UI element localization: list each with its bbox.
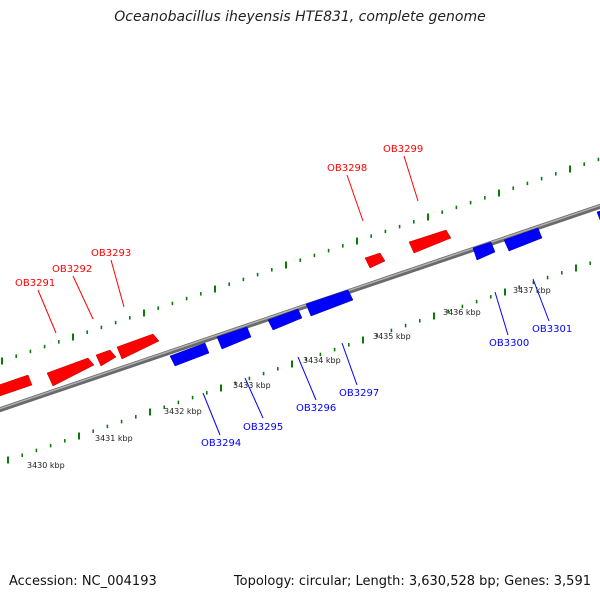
leader-line — [297, 356, 317, 401]
gene-label[interactable]: OB3301 — [532, 324, 572, 335]
leader-line — [532, 278, 550, 322]
gene-label[interactable]: OB3299 — [383, 144, 423, 155]
gene-label[interactable]: OB3300 — [489, 338, 529, 349]
leader-line — [110, 259, 125, 308]
gene-arrow-reverse[interactable] — [305, 289, 354, 317]
forward-genes — [0, 229, 452, 398]
leader-line — [202, 392, 221, 436]
gene-arrow-reverse[interactable] — [596, 209, 600, 221]
forward-leader-lines — [37, 155, 419, 334]
kbp-labels: 3430 kbp 3431 kbp 3432 kbp 3433 kbp 3434… — [27, 286, 551, 470]
gene-arrow-reverse[interactable] — [267, 308, 303, 331]
gene-arrow-reverse[interactable] — [472, 241, 496, 261]
upper-tick-track — [1, 157, 600, 365]
gene-arrow-reverse[interactable] — [216, 326, 252, 350]
gene-arrow-reverse[interactable] — [503, 227, 543, 252]
gene-arrow-forward[interactable] — [95, 349, 117, 367]
kbp-label: 3432 kbp — [164, 407, 202, 416]
gene-arrow-reverse[interactable] — [169, 342, 210, 367]
reverse-genes — [169, 209, 600, 367]
accession-text: Accession: NC_004193 — [9, 574, 157, 589]
forward-gene-labels: OB3291 OB3292 OB3293 OB3298 OB3299 — [15, 144, 423, 289]
leader-line — [403, 155, 419, 202]
gene-label[interactable]: OB3292 — [52, 264, 92, 275]
kbp-label: 3435 kbp — [373, 332, 411, 341]
leader-line — [346, 174, 364, 222]
kbp-label: 3436 kbp — [443, 308, 481, 317]
map-title: Oceanobacillus iheyensis HTE831, complet… — [114, 9, 486, 25]
kbp-label: 3431 kbp — [95, 434, 133, 443]
gene-label[interactable]: OB3293 — [91, 248, 131, 259]
kbp-label: 3430 kbp — [27, 461, 65, 470]
backbone-line — [0, 203, 600, 413]
backbone-highlight — [0, 204, 600, 410]
kbp-label: 3433 kbp — [233, 381, 271, 390]
gene-arrow-forward[interactable] — [46, 357, 95, 387]
leader-line — [341, 342, 358, 386]
gene-arrow-forward[interactable] — [408, 229, 452, 254]
gene-arrow-forward[interactable] — [364, 252, 386, 269]
leader-line — [72, 275, 94, 320]
genome-summary-text: Topology: circular; Length: 3,630,528 bp… — [233, 574, 591, 589]
gene-label[interactable]: OB3294 — [201, 438, 241, 449]
gene-arrow-forward[interactable] — [0, 374, 33, 398]
gene-label[interactable]: OB3296 — [296, 403, 336, 414]
leader-line — [244, 377, 264, 419]
leader-line — [494, 291, 509, 336]
lower-tick-track — [7, 261, 592, 464]
gene-label[interactable]: OB3295 — [243, 422, 283, 433]
reverse-leader-lines — [202, 278, 550, 436]
reverse-gene-labels: OB3294 OB3295 OB3296 OB3297 OB3300 OB330… — [201, 324, 572, 449]
gene-label[interactable]: OB3298 — [327, 163, 367, 174]
kbp-label: 3434 kbp — [303, 356, 341, 365]
gene-arrow-forward[interactable] — [116, 333, 160, 360]
kbp-label: 3437 kbp — [513, 286, 551, 295]
leader-line — [37, 289, 57, 334]
gene-label[interactable]: OB3297 — [339, 388, 379, 399]
gene-label[interactable]: OB3291 — [15, 278, 55, 289]
